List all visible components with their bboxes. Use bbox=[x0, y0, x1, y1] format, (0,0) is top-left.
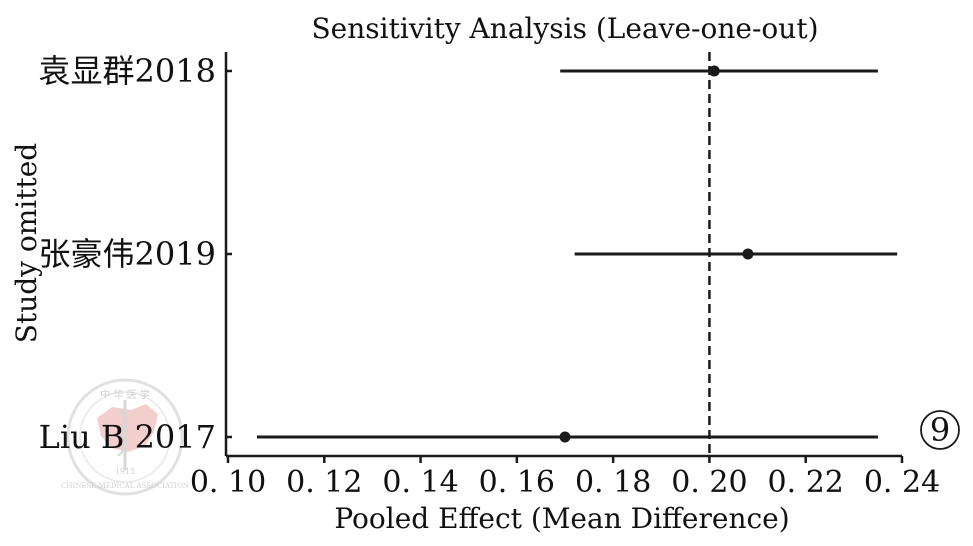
study-label: 袁显群2018 bbox=[39, 52, 216, 90]
seal-year: 1915 bbox=[115, 467, 135, 476]
seal-top-text: 中 华 医 学 bbox=[100, 388, 150, 401]
x-tick-label: 0. 10 bbox=[190, 465, 266, 500]
x-tick-label: 0. 14 bbox=[382, 465, 458, 500]
x-tick-label: 0. 22 bbox=[768, 465, 844, 500]
x-tick-label: 0. 18 bbox=[575, 465, 651, 500]
study-label: 张豪伟2019 bbox=[39, 235, 216, 273]
y-axis-label: Study omitted bbox=[10, 143, 43, 344]
association-seal-watermark: 中 华 医 学 1915 CHINESE MEDICAL ASSOCIATION bbox=[61, 378, 189, 496]
panel-label-circle bbox=[920, 410, 960, 450]
panel-label: 9 bbox=[930, 411, 950, 449]
x-axis-label: Pooled Effect (Mean Difference) bbox=[334, 502, 789, 535]
chart-title: Sensitivity Analysis (Leave-one-out) bbox=[312, 12, 819, 45]
seal-ring-text: CHINESE MEDICAL ASSOCIATION bbox=[61, 482, 189, 490]
x-tick-label: 0. 24 bbox=[864, 465, 940, 500]
study-label: Liu B 2017 bbox=[39, 418, 216, 456]
x-tick-label: 0. 12 bbox=[286, 465, 362, 500]
x-tick-label: 0. 16 bbox=[479, 465, 555, 500]
point-estimate bbox=[708, 65, 720, 77]
x-tick-label: 0. 20 bbox=[671, 465, 747, 500]
point-estimate bbox=[742, 248, 754, 260]
point-estimate bbox=[559, 431, 571, 443]
